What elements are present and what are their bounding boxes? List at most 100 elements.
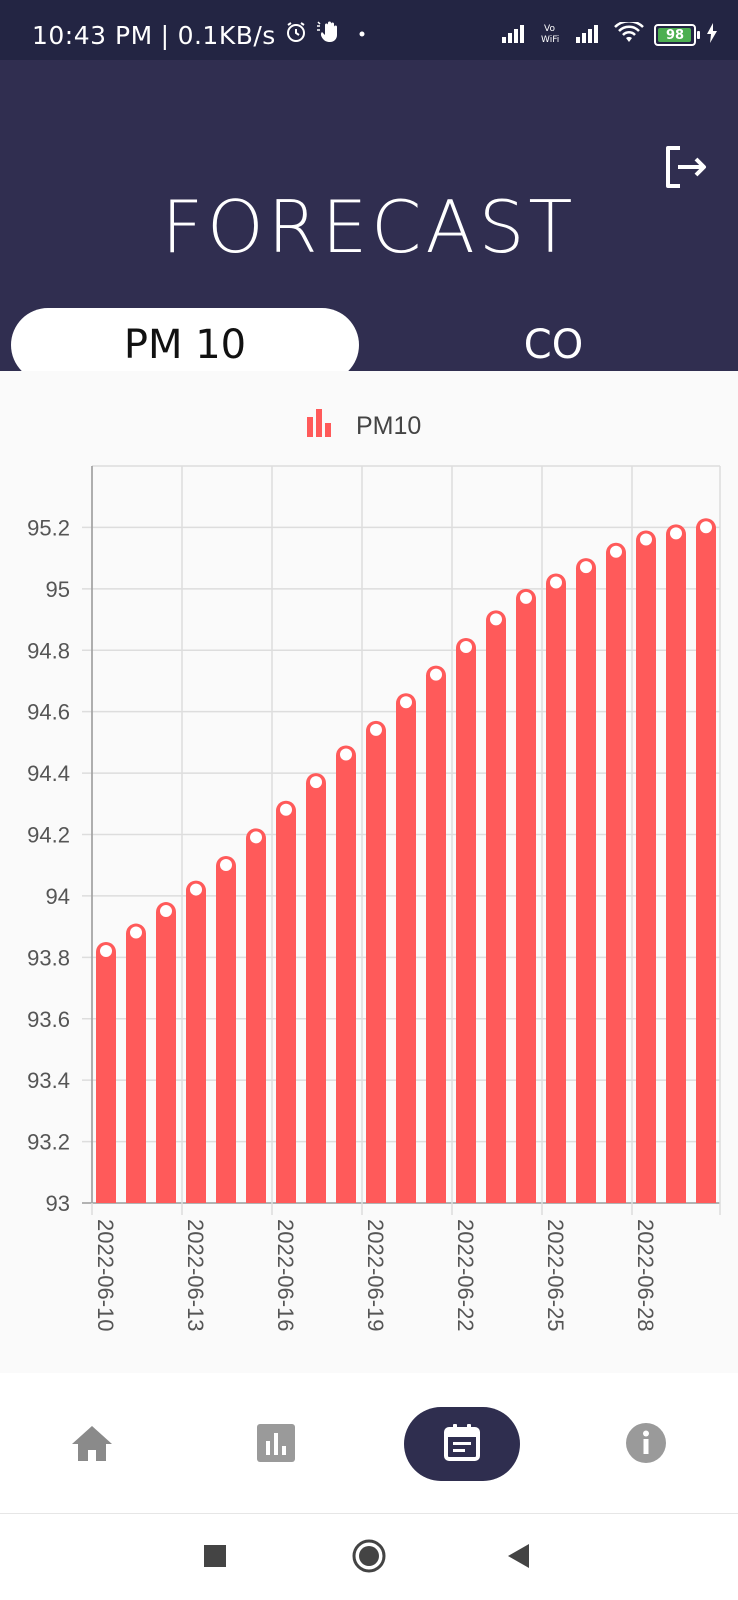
x-tick-label: 2022-06-10 — [93, 1219, 118, 1332]
y-tick-label: 94.6 — [27, 700, 70, 725]
signal-icon-2 — [576, 23, 604, 47]
data-point — [430, 668, 442, 681]
home-icon — [72, 1426, 112, 1461]
data-point — [220, 858, 232, 871]
battery-level: 98 — [665, 27, 685, 43]
bar-body — [396, 705, 416, 1203]
x-tick-label: 2022-06-25 — [543, 1219, 568, 1332]
legend-label: PM10 — [356, 412, 421, 440]
data-point — [580, 561, 592, 574]
y-tick-label: 94 — [46, 884, 70, 909]
status-separator: | — [160, 20, 170, 50]
tab-co[interactable]: CO — [523, 322, 584, 368]
data-point — [610, 545, 622, 558]
bar-body — [666, 536, 686, 1203]
bar-body — [306, 785, 326, 1203]
bar-body — [516, 600, 536, 1203]
x-tick-label: 2022-06-16 — [273, 1219, 298, 1332]
bar-body — [426, 677, 446, 1203]
y-tick-label: 95 — [46, 577, 70, 602]
data-point — [190, 883, 202, 896]
y-tick-label: 94.4 — [27, 761, 70, 786]
bar-body — [246, 840, 266, 1203]
data-point — [550, 576, 562, 589]
back-button[interactable] — [494, 1531, 544, 1581]
data-point — [490, 613, 502, 626]
alarm-icon — [284, 20, 308, 50]
y-tick-label: 95.2 — [27, 515, 70, 540]
bar-body — [216, 867, 236, 1203]
y-tick-label: 93.8 — [27, 945, 70, 970]
system-nav-bar — [0, 1514, 738, 1600]
recents-square-icon — [204, 1545, 226, 1567]
bottom-nav — [0, 1373, 738, 1514]
system-home-button[interactable] — [344, 1531, 394, 1581]
data-point — [700, 521, 712, 534]
home-circle-icon — [352, 1539, 386, 1573]
status-left: 10:43 PM | 0.1KB/s — [32, 20, 372, 50]
bar-body — [186, 892, 206, 1203]
nav-home[interactable] — [52, 1403, 132, 1483]
data-point — [250, 831, 262, 844]
nav-forecast[interactable] — [422, 1403, 502, 1483]
x-tick-label: 2022-06-28 — [633, 1219, 658, 1332]
bar-body — [486, 622, 506, 1203]
page-title: FORECAST — [161, 185, 577, 269]
status-right: Vo WiFi 98 — [502, 20, 718, 48]
data-point — [520, 591, 532, 604]
bar-body — [636, 542, 656, 1203]
data-point — [100, 944, 112, 957]
data-point — [340, 748, 352, 761]
status-net-speed: 0.1KB/s — [177, 20, 276, 50]
bar-chart-icon — [257, 1424, 295, 1462]
battery-icon: 98 — [654, 24, 700, 46]
svg-text:Vo: Vo — [544, 24, 555, 34]
nav-stats[interactable] — [236, 1403, 316, 1483]
calendar-icon — [444, 1424, 480, 1461]
logout-icon — [666, 146, 706, 188]
tab-pm10[interactable]: PM 10 — [11, 308, 359, 382]
signal-icon — [502, 23, 530, 47]
data-point — [460, 640, 472, 653]
info-icon — [626, 1423, 666, 1463]
data-point — [160, 905, 172, 918]
bar-body — [126, 935, 146, 1203]
logout-button[interactable] — [660, 142, 710, 192]
y-tick-label: 93.4 — [27, 1068, 70, 1093]
bar-body — [366, 732, 386, 1203]
chart-legend: PM10 — [307, 409, 421, 440]
status-time: 10:43 PM — [32, 20, 153, 50]
bar-body — [156, 914, 176, 1203]
data-point — [310, 776, 322, 789]
x-tick-label: 2022-06-19 — [363, 1219, 388, 1332]
data-point — [400, 696, 412, 709]
y-tick-label: 93 — [46, 1191, 70, 1216]
recents-button[interactable] — [190, 1531, 240, 1581]
data-point — [280, 803, 292, 816]
y-tick-label: 93.2 — [27, 1130, 70, 1155]
bar-body — [546, 585, 566, 1203]
data-point — [640, 533, 652, 546]
hand-wave-icon — [316, 20, 344, 50]
notification-dot-icon — [352, 20, 372, 50]
y-tick-label: 93.6 — [27, 1007, 70, 1032]
nav-info[interactable] — [606, 1403, 686, 1483]
data-point — [370, 723, 382, 736]
vowifi-icon: Vo WiFi — [540, 22, 566, 48]
wifi-icon — [614, 20, 644, 48]
y-tick-label: 94.8 — [27, 638, 70, 663]
charging-icon — [706, 23, 718, 47]
bar-body — [606, 554, 626, 1203]
bar-body — [96, 953, 116, 1203]
pm10-bar-chart: PM10 93 93.2 93.4 93.6 93.8 94 94.2 94.4 94.6 94.8… — [27, 409, 721, 1332]
y-tick-label: 94.2 — [27, 823, 70, 848]
bar-body — [456, 649, 476, 1203]
back-triangle-icon — [508, 1544, 529, 1568]
bar-body — [696, 530, 716, 1203]
x-tick-label: 2022-06-22 — [453, 1219, 478, 1332]
bar-body — [276, 812, 296, 1203]
bar-body — [576, 570, 596, 1203]
legend-bar-chart-icon — [307, 409, 331, 437]
bar-body — [336, 757, 356, 1203]
x-tick-label: 2022-06-13 — [183, 1219, 208, 1332]
